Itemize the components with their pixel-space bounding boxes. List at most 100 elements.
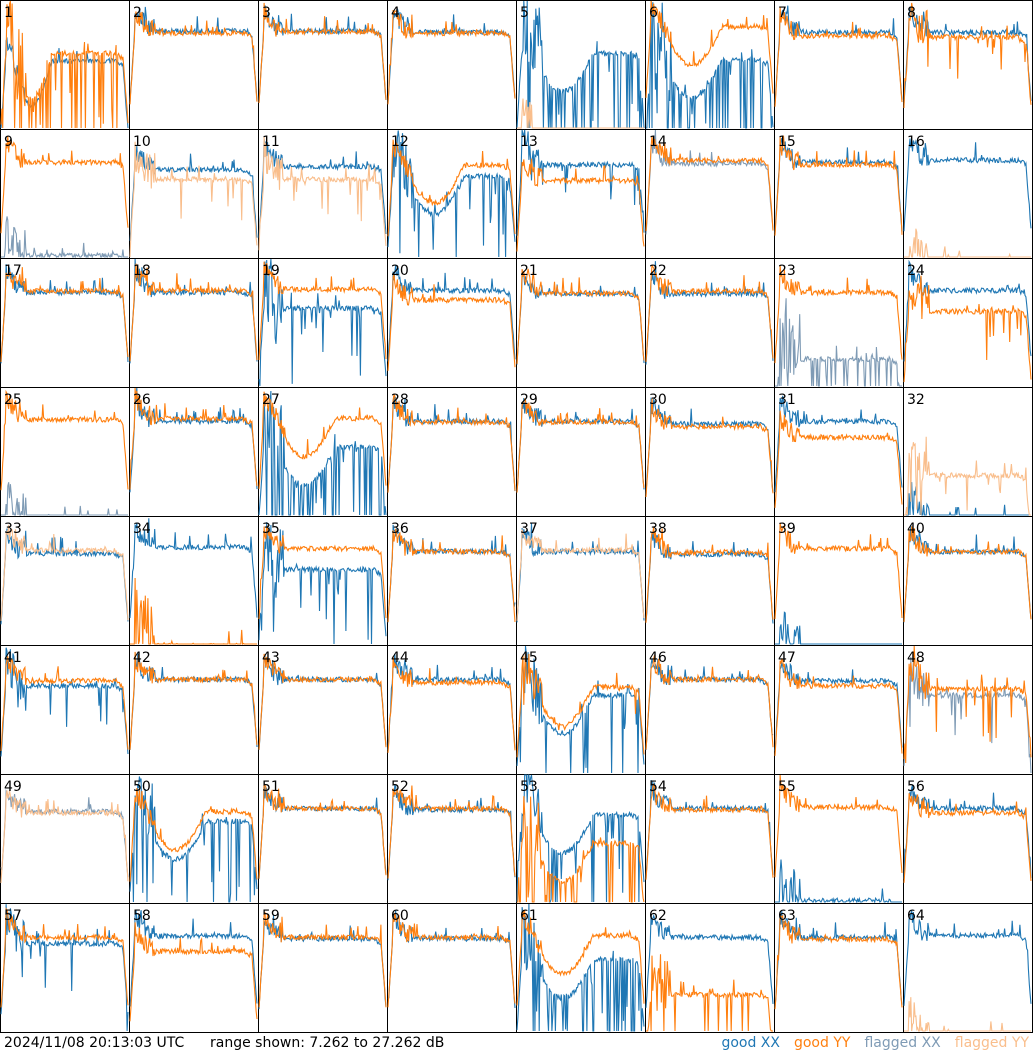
tile-label: 45 [520,650,538,666]
series-yy-64 [904,997,1031,1032]
tile-label: 4 [391,5,400,21]
tile-47: 47 [774,645,904,775]
tile-19: 19 [258,258,388,388]
tile-label: 42 [133,650,151,666]
tile-28: 28 [387,387,517,517]
tile-frame [0,774,130,904]
tile-43: 43 [258,645,388,775]
tile-10: 10 [129,129,259,259]
series-xx-57 [0,904,129,1032]
series-yy-37 [516,529,645,621]
series-yy-30 [645,398,774,498]
tile-35: 35 [258,516,388,646]
series-xx-52 [387,784,516,881]
series-yy-56 [903,793,1032,883]
series-yy-4 [387,9,516,105]
tile-label: 2 [133,5,142,21]
series-xx-27 [258,390,387,516]
tile-42: 42 [129,645,259,775]
tile-55: 55 [774,774,904,905]
tile-23: 23 [774,258,904,388]
tile-frame [774,516,904,646]
series-xx-13 [516,129,645,236]
series-yy-57 [0,907,129,1008]
series-yy-18 [129,263,258,362]
tile-15: 15 [774,129,904,259]
legend-good-xx: good XX [721,1035,780,1051]
tile-frame [0,516,130,646]
tile-frame [774,387,904,517]
tile-24: 24 [903,258,1033,388]
tile-frame [774,774,904,904]
tile-label: 63 [778,908,796,924]
series-yy-45 [516,653,645,758]
tile-label: 40 [907,521,925,537]
series-yy-44 [387,656,516,753]
timestamp: 2024/11/08 20:13:03 UTC [4,1035,185,1051]
series-yy-60 [387,912,516,1008]
tile-3: 3 [258,0,388,130]
series-yy-29 [516,397,645,493]
tile-53: 53 [516,774,646,904]
series-xx-19 [258,258,387,387]
tile-frame [903,774,1033,904]
tile-frame [774,645,904,775]
series-yy-34 [130,577,257,645]
series-xx-9 [1,216,128,259]
tile-54: 54 [645,774,775,904]
tile-20: 20 [387,258,517,388]
series-yy-26 [129,387,258,490]
tile-16: 16 [903,129,1033,259]
series-yy-15 [774,135,903,236]
tile-label: 59 [262,908,280,924]
tile-label: 41 [4,650,22,666]
tile-label: 62 [649,908,667,924]
series-yy-10 [129,141,258,258]
series-yy-39 [774,522,903,619]
tile-21: 21 [516,258,646,388]
tile-label: 43 [262,650,280,666]
tile-frame [774,0,904,130]
series-yy-11 [258,136,387,251]
tile-frame [903,0,1033,130]
tile-40: 40 [903,516,1033,646]
series-yy-61 [516,910,645,1006]
tile-frame [516,258,646,388]
series-yy-27 [258,391,387,489]
series-yy-47 [774,657,903,756]
series-xx-23 [775,298,902,387]
tile-frame [129,129,259,259]
tile-frame [645,516,775,646]
tile-label: 58 [133,908,151,924]
tile-label: 18 [133,263,151,279]
tile-label: 38 [649,521,667,537]
tile-label: 30 [649,392,667,408]
tile-label: 21 [520,263,538,279]
series-yy-28 [387,393,516,493]
tile-31: 31 [774,387,904,517]
tile-frame [903,903,1033,1033]
series-yy-16 [904,228,1031,258]
tile-label: 23 [778,263,796,279]
tile-50: 50 [129,774,259,904]
tile-48: 48 [903,645,1033,775]
tile-label: 12 [391,134,409,150]
tile-11: 11 [258,129,388,259]
tile-5: 5 [516,0,646,130]
series-xx-62 [645,913,774,1008]
tile-label: 44 [391,650,409,666]
series-yy-17 [0,267,129,363]
series-xx-21 [516,270,645,365]
tile-59: 59 [258,903,388,1033]
tile-label: 16 [907,134,925,150]
tile-52: 52 [387,774,517,904]
series-yy-21 [516,268,645,364]
tile-label: 29 [520,392,538,408]
series-yy-63 [774,914,903,1010]
tile-14: 14 [645,129,775,259]
series-xx-5 [516,0,645,129]
series-yy-5 [517,98,644,129]
series-yy-62 [646,954,773,1032]
series-xx-32 [904,481,1031,516]
